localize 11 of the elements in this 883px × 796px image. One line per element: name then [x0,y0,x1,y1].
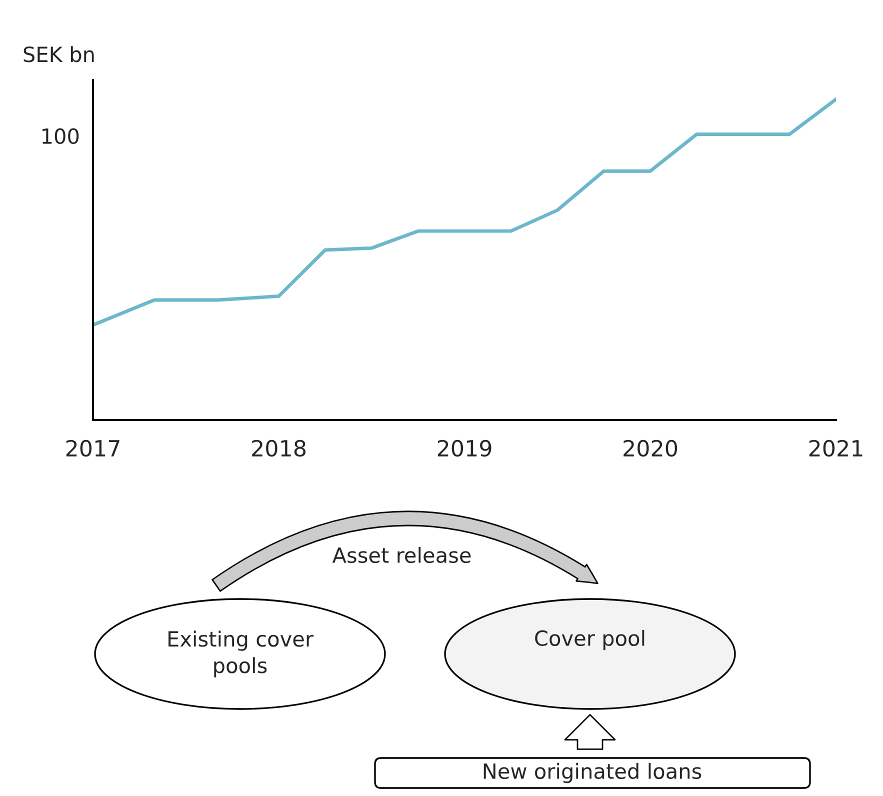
text: Asset release [332,546,471,564]
y-axis-title: SEK bn [24,46,94,62]
text: Cover pool [535,630,644,650]
x-tick-label: 2021 [809,440,862,457]
text: 100 [42,128,79,144]
x-tick-label: 2018 [252,440,306,457]
text: Existing cover pools [168,630,314,678]
text: New originated loans [484,762,702,784]
x-tick-label: 2020 [624,440,678,457]
x-tick-label: 2019 [438,440,492,457]
x-tick-label: 2017 [66,440,120,457]
